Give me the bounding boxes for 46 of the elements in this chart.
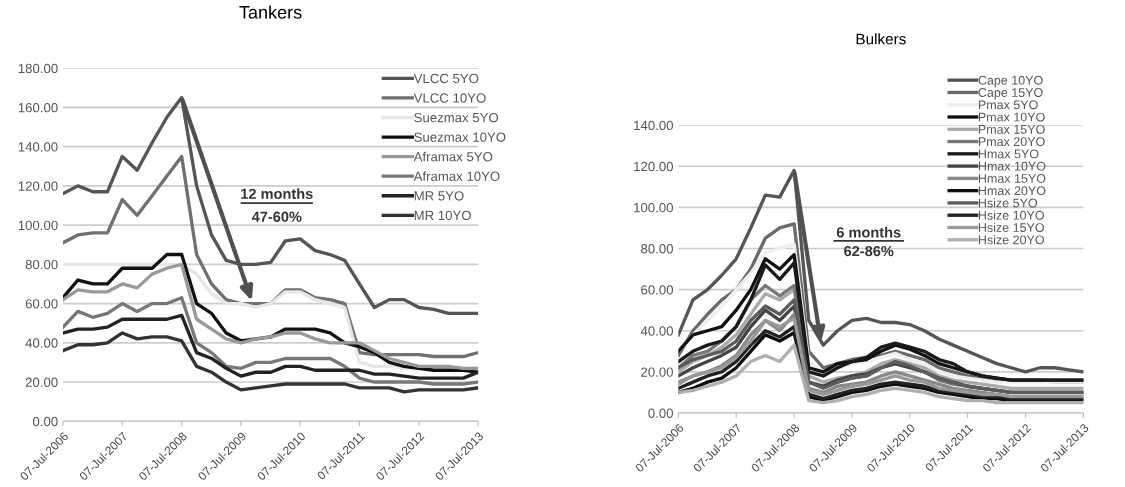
legend-label: Cape 15YO — [978, 88, 1043, 100]
legend-label: MR 10YO — [414, 210, 471, 221]
legend-label: Pmax 10YO — [978, 112, 1045, 122]
legend-label: Pmax 5YO — [978, 100, 1038, 110]
y-tick-label: 100.00 — [18, 220, 58, 231]
y-tick-label: 20.00 — [25, 377, 58, 387]
y-tick-label: 40.00 — [640, 326, 673, 336]
legend-label: Suezmax 5YO — [414, 112, 499, 123]
legend-label: Hmax 10YO — [978, 161, 1046, 171]
legend-label: Hsize 20YO — [978, 235, 1044, 245]
legend-label: Pmax 20YO — [978, 137, 1045, 147]
annotation: 12 months — [241, 188, 313, 199]
y-tick-label: 60.00 — [25, 299, 58, 309]
y-tick-label: 120.00 — [634, 161, 673, 172]
legend-label: MR 5YO — [414, 191, 464, 201]
legend-label: Hsize 15YO — [978, 222, 1044, 232]
chart-title: Tankers — [239, 5, 302, 19]
y-tick-label: 80.00 — [641, 244, 673, 254]
annotation: 6 months — [836, 226, 901, 238]
legend-label: Hsize 10YO — [978, 210, 1044, 220]
y-tick-label: 80.00 — [25, 259, 58, 270]
y-tick-label: 20.00 — [641, 367, 673, 377]
y-tick-label: 40.00 — [25, 338, 58, 348]
chart-title: Bulkers — [856, 33, 906, 45]
legend-label: Hmax 15YO — [978, 174, 1046, 183]
legend-label: VLCC 10YO — [413, 93, 486, 103]
y-tick-label: 160.00 — [18, 102, 58, 113]
y-tick-label: 140.00 — [18, 142, 58, 152]
legend-label: Suezmax 10YO — [414, 132, 506, 142]
legend-label: Hmax 20YO — [978, 186, 1046, 196]
y-tick-label: 60.00 — [641, 285, 673, 295]
legend-label: Hmax 5YO — [978, 149, 1039, 159]
y-tick-label: 140.00 — [634, 120, 673, 131]
legend-label: Aframax 5YO — [413, 151, 493, 162]
legend-label: VLCC 5YO — [413, 73, 479, 84]
y-tick-label: 0.00 — [32, 416, 58, 427]
legend-label: Cape 10YO — [978, 75, 1043, 88]
annotation: 62-86% — [844, 245, 894, 257]
legend-label: Pmax 15YO — [978, 124, 1045, 134]
y-tick-label: 0.00 — [648, 408, 673, 418]
annotation: 47-60% — [251, 211, 302, 222]
legend-label: Aframax 10YO — [413, 171, 500, 181]
legend-label: Hsize 5YO — [978, 198, 1038, 208]
y-tick-label: 120.00 — [18, 181, 58, 191]
y-tick-label: 180.00 — [18, 63, 58, 74]
y-tick-label: 100.00 — [634, 202, 673, 213]
